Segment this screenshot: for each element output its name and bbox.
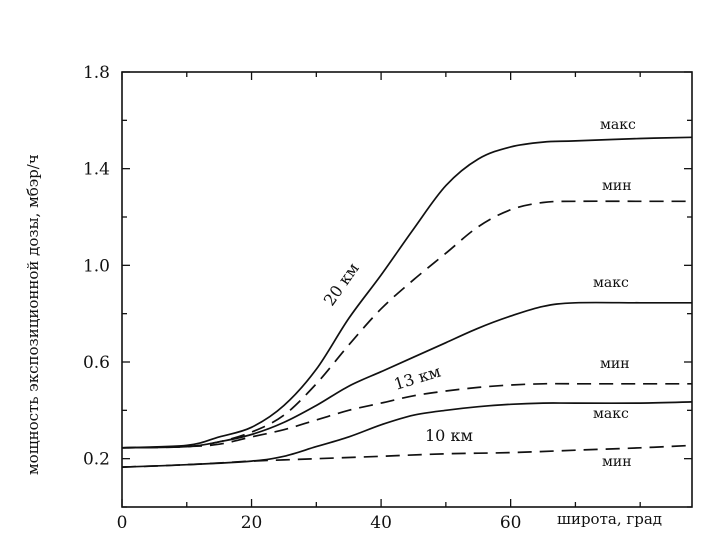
tick-labels: 0 20 40 60 0.2 0.6 1.0 1.4 1.8 <box>83 63 522 533</box>
axis-ticks <box>121 71 692 508</box>
x-tick-label: 20 <box>241 513 263 533</box>
label-min-10km: мин <box>602 454 632 470</box>
x-tick-label: 0 <box>117 513 128 533</box>
series-10km-min <box>121 444 693 468</box>
series-20km-max <box>121 136 693 449</box>
label-min-13km: мин <box>600 356 630 372</box>
label-max-20km: макс <box>600 117 636 133</box>
label-min-20km: мин <box>602 178 632 194</box>
y-tick-label: 1.8 <box>83 63 110 83</box>
x-axis-title: широта, град <box>557 510 662 528</box>
x-tick-label: 60 <box>500 513 522 533</box>
label-13km: 13 км <box>392 362 443 394</box>
label-max-13km: макс <box>593 275 629 291</box>
series-13km-min <box>121 382 692 449</box>
x-tick-label: 40 <box>370 513 392 533</box>
y-tick-label: 1.4 <box>83 160 110 180</box>
series-13km-max <box>121 301 692 449</box>
label-20km: 20 км <box>320 259 363 309</box>
y-axis-title: мощность экспозиционной дозы, мбэр/ч <box>24 154 42 475</box>
label-10km: 10 км <box>425 426 473 445</box>
curves <box>121 136 693 468</box>
y-tick-label: 0.6 <box>83 353 110 373</box>
y-tick-label: 0.2 <box>83 450 110 470</box>
y-tick-label: 1.0 <box>83 256 110 276</box>
plot-border <box>121 71 693 508</box>
label-max-10km: макс <box>593 406 629 422</box>
plot-frame <box>121 71 693 508</box>
